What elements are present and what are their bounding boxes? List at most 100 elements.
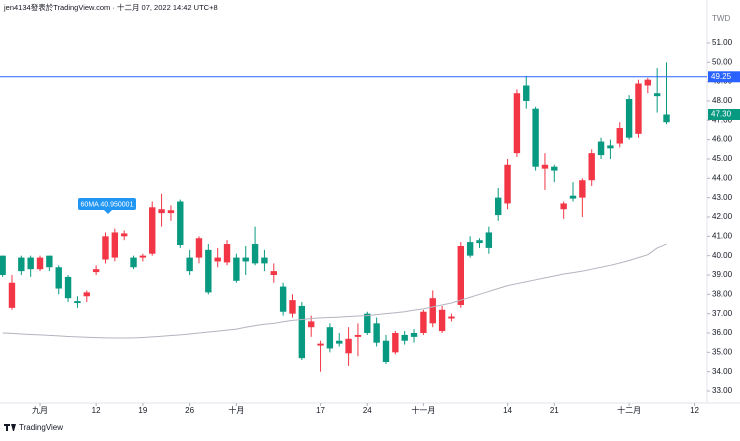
candle-body (251, 244, 259, 264)
ma-label: 60MA 40.950001 (78, 198, 136, 214)
candle-body (382, 340, 390, 363)
candle-body (663, 114, 670, 123)
candle-body (420, 311, 427, 333)
candle-body (588, 153, 595, 181)
candle-body (448, 316, 455, 319)
candle-body (410, 333, 418, 337)
candle-body (139, 255, 147, 258)
y-tick-label: 45.00 (712, 154, 733, 163)
candle-body (326, 327, 334, 349)
candle-body (64, 276, 72, 299)
candle-body (298, 305, 306, 359)
x-tick-label: 12 (92, 406, 101, 415)
candle-body (560, 203, 567, 210)
x-tick-label: 26 (185, 406, 194, 415)
candle-body (392, 333, 399, 353)
ma-label-box (78, 198, 136, 210)
y-tick-label: 44.00 (712, 173, 733, 182)
candle-body (83, 292, 90, 297)
candle-body (504, 164, 511, 204)
price-line-label: 49.25 (711, 72, 732, 81)
candle-body (635, 83, 642, 134)
y-tick-label: 38.00 (712, 289, 733, 298)
candle-body (92, 269, 100, 273)
candle-body (289, 300, 296, 314)
candle-body (569, 195, 577, 199)
candle-body (55, 267, 62, 289)
candle-body (532, 108, 539, 167)
candle-body (307, 321, 315, 328)
ma-line (2, 243, 667, 339)
y-tick-label: 41.00 (712, 231, 733, 240)
candle-body (579, 180, 586, 198)
x-tick-label: 12 (690, 406, 699, 415)
candle-body (466, 242, 474, 256)
candle-body (0, 255, 6, 275)
candle-body (18, 257, 25, 272)
candle-body (214, 257, 221, 262)
candle-body (438, 309, 446, 332)
candle-body (644, 79, 652, 86)
candle-body (401, 334, 408, 341)
candle-body (195, 238, 203, 258)
candle-body (317, 343, 324, 346)
candle-body (354, 334, 362, 337)
candle-body (158, 209, 165, 214)
candle-body (102, 236, 109, 260)
candle-body (551, 166, 558, 171)
candle-body (46, 255, 53, 268)
price-line-box (708, 71, 740, 83)
currency: TWD (712, 14, 730, 23)
ma-label-pointer (104, 210, 112, 214)
y-tick-label: 46.00 (712, 135, 733, 144)
candle-body (279, 286, 287, 312)
y-tick-label: 40.00 (712, 251, 733, 260)
y-tick-label: 51.00 (712, 38, 733, 47)
x-tick-label: 十二月 (617, 405, 641, 415)
x-tick-label: 24 (363, 406, 372, 415)
candle-body (149, 207, 156, 254)
y-tick-label: 50.00 (712, 57, 733, 66)
candle-body (364, 313, 371, 333)
last-price-label: 47.30 (711, 110, 732, 119)
candle-body (345, 338, 352, 354)
candle-body (74, 301, 81, 304)
candle-body (513, 93, 521, 154)
candle-body (242, 257, 249, 262)
ma-label-text: 60MA 40.950001 (81, 201, 134, 208)
x-tick-label: 21 (550, 406, 559, 415)
candle-body (8, 282, 16, 308)
y-tick-label: 34.00 (712, 367, 733, 376)
candle-body (597, 141, 605, 156)
x-tick-label: 十月 (228, 405, 244, 415)
candle-body (373, 323, 380, 343)
logo (4, 424, 16, 431)
candle-body (625, 99, 633, 138)
y-tick-label: 37.00 (712, 309, 733, 318)
candle-body (261, 257, 268, 264)
x-tick-label: 九月 (32, 406, 48, 415)
candle-body (485, 232, 493, 248)
candle-body (120, 233, 128, 237)
y-tick-label: 43.00 (712, 193, 733, 202)
candle-body (177, 201, 184, 246)
header: jen4134發表於TradingView.com · 十二月 07, 2022… (3, 2, 218, 12)
candle-body (223, 244, 231, 263)
candle-body (186, 257, 193, 272)
candle-body (476, 240, 483, 244)
candle-body (233, 257, 240, 281)
y-tick-label: 48.00 (712, 96, 733, 105)
candle-body (27, 257, 34, 270)
candle-body (36, 257, 44, 270)
candle-body (541, 164, 549, 169)
candle-body (523, 85, 530, 101)
last-price-box (708, 108, 740, 120)
candle-body (495, 197, 502, 216)
candle-body (616, 128, 623, 144)
brand: TradingView (19, 423, 63, 432)
candle-body (607, 145, 614, 149)
candle-body (111, 232, 119, 258)
x-tick-label: 19 (138, 406, 147, 415)
